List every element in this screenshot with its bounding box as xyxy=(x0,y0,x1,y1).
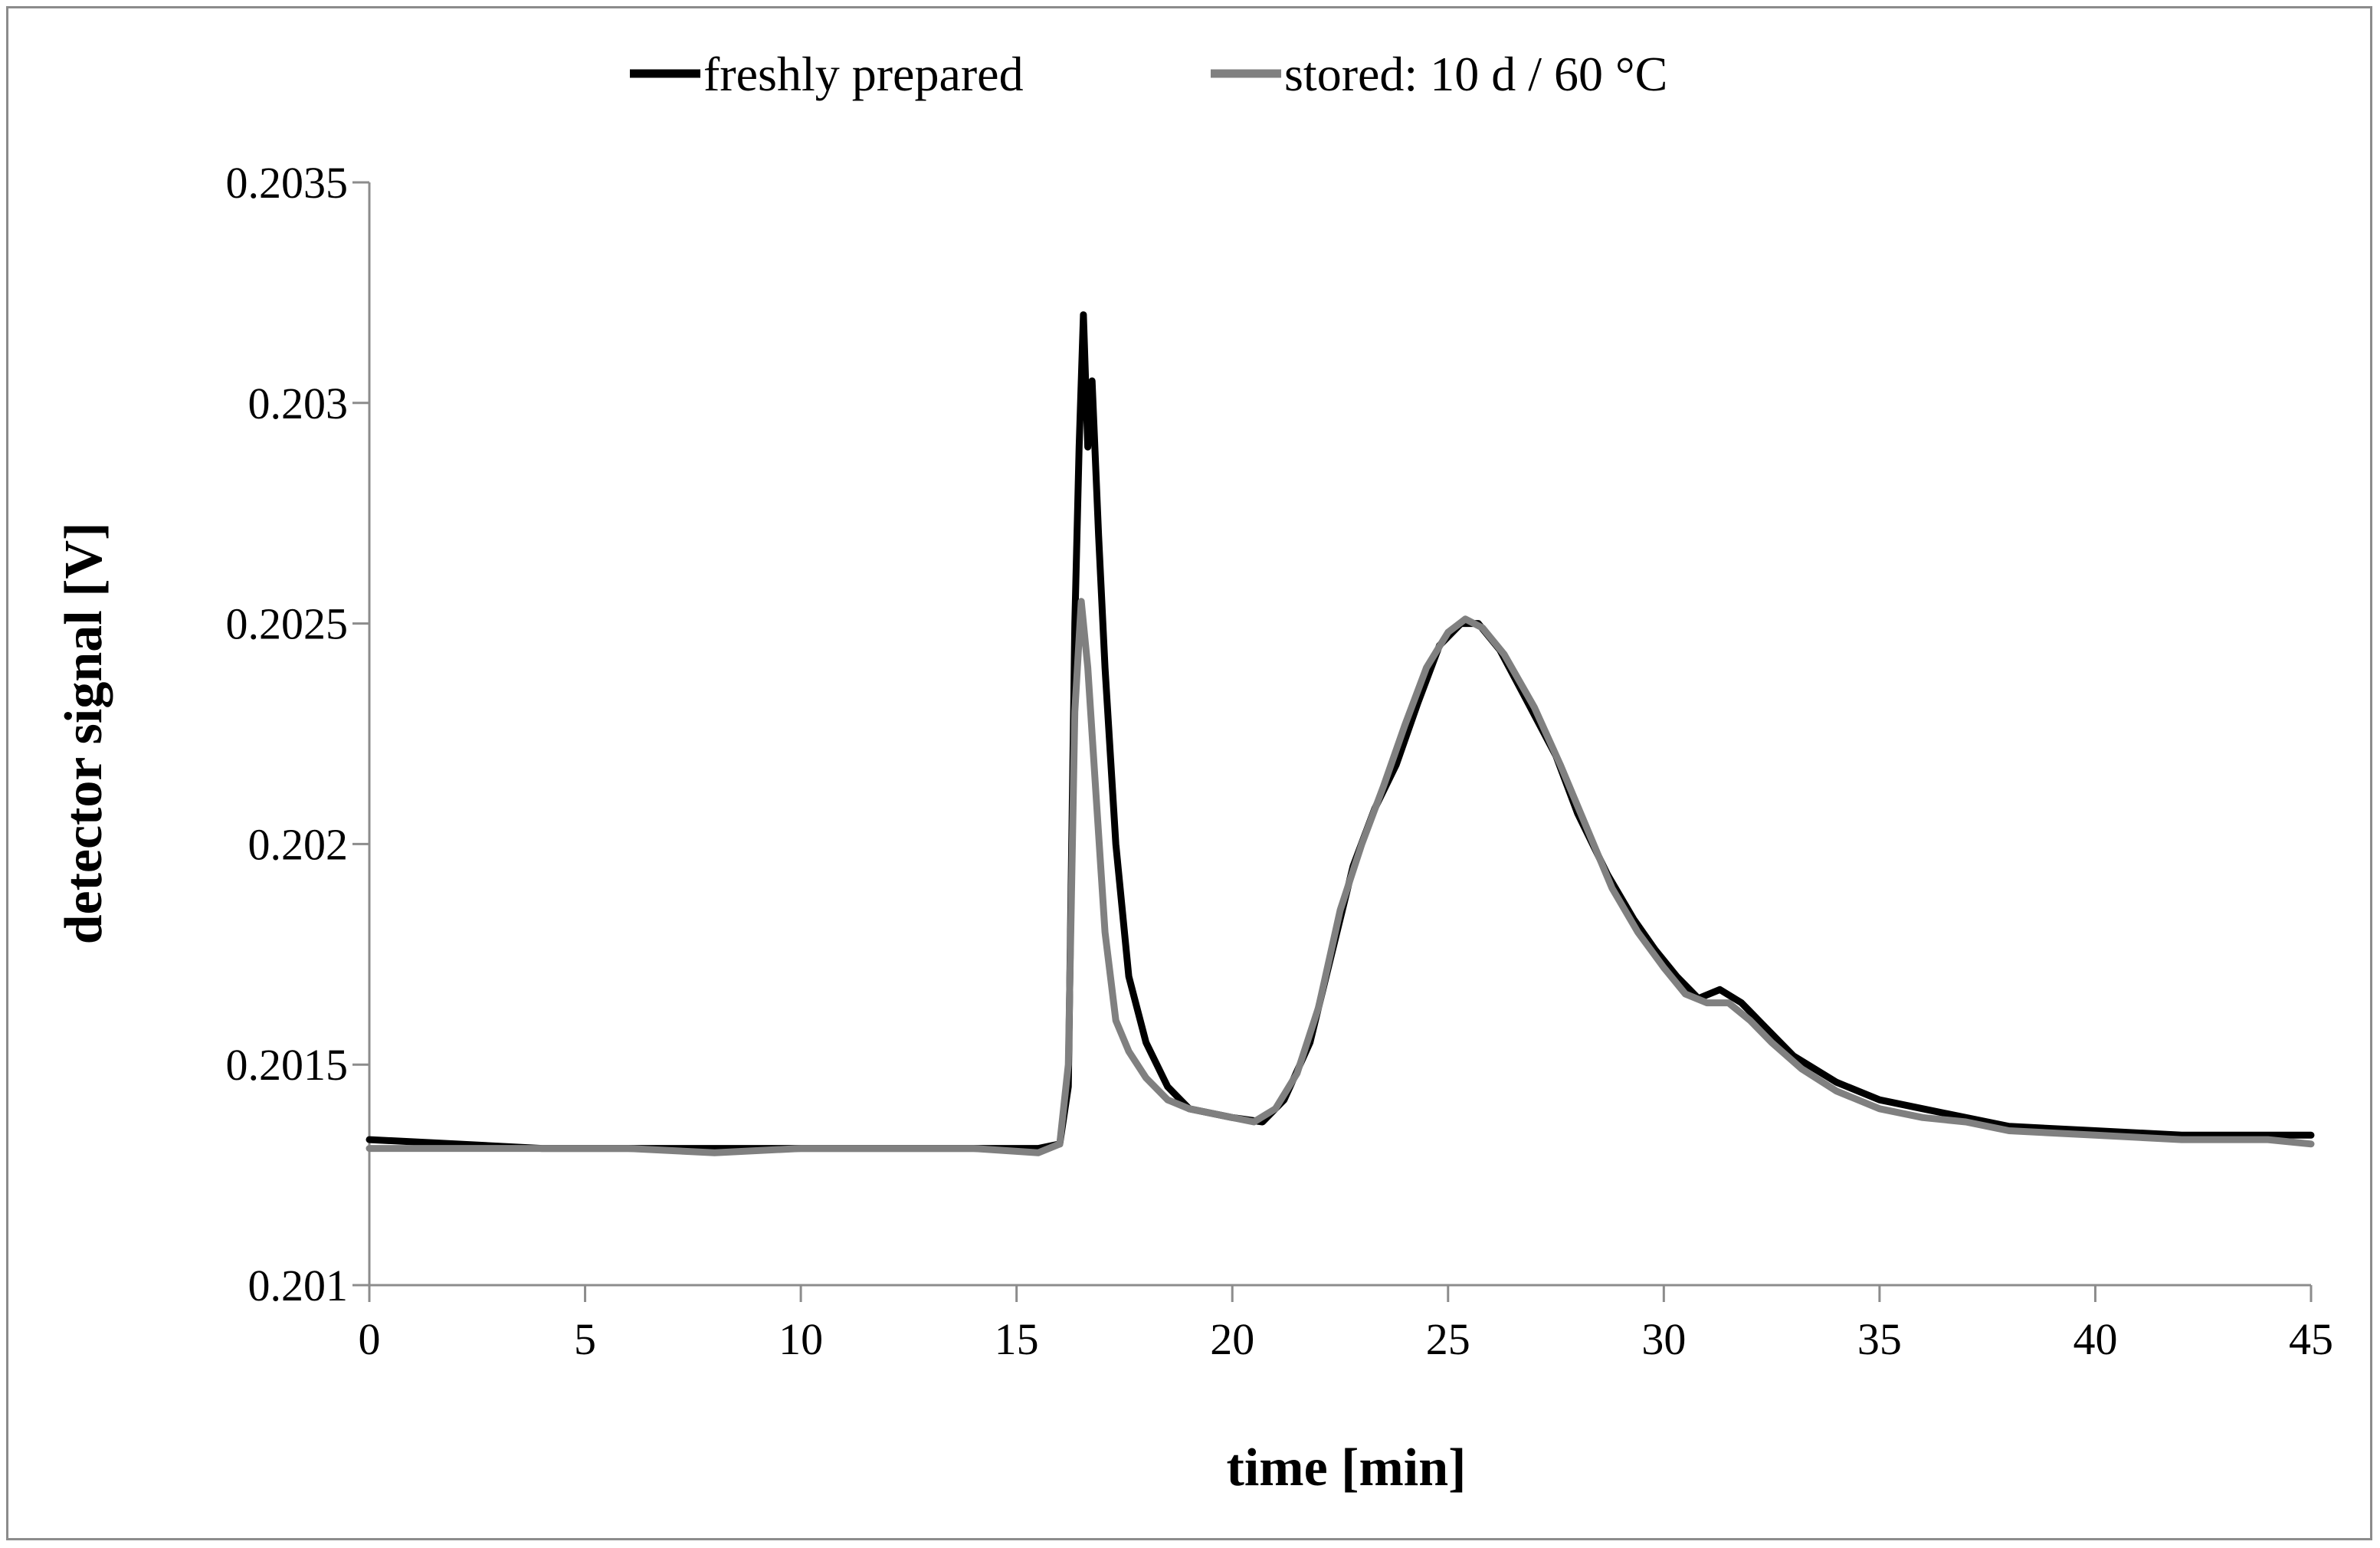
y-tick-label: 0.2015 xyxy=(226,1040,349,1090)
y-tick-label: 0.2035 xyxy=(226,158,349,208)
x-axis-title: time [min] xyxy=(1227,1438,1467,1497)
x-axis: 0 5 10 15 20 25 30 35 40 45 xyxy=(359,1284,2333,1364)
plot-lines xyxy=(366,311,2315,1156)
y-axis: 0.201 0.2015 0.202 0.2025 0.203 0.2035 xyxy=(226,158,371,1310)
legend: freshly prepared stored: 10 d / 60 °C xyxy=(630,47,1667,101)
y-tick-label: 0.202 xyxy=(248,819,349,869)
x-tick-label: 45 xyxy=(2289,1314,2333,1364)
x-tick-label: 0 xyxy=(359,1314,381,1364)
y-tick-label: 0.201 xyxy=(248,1261,349,1310)
x-tick-label: 40 xyxy=(2073,1314,2117,1364)
legend-label-0: freshly prepared xyxy=(703,47,1024,101)
legend-label-1: stored: 10 d / 60 °C xyxy=(1284,47,1667,101)
x-tick-label: 35 xyxy=(1857,1314,1902,1364)
x-tick-label: 15 xyxy=(995,1314,1039,1364)
y-tick-label: 0.2025 xyxy=(226,599,349,649)
x-tick-label: 20 xyxy=(1210,1314,1254,1364)
x-tick-label: 25 xyxy=(1426,1314,1470,1364)
x-tick-label: 30 xyxy=(1641,1314,1686,1364)
x-tick-label: 5 xyxy=(574,1314,596,1364)
y-tick-label: 0.203 xyxy=(248,379,349,428)
series-line-0 xyxy=(366,311,2315,1153)
series-line-1 xyxy=(366,598,2315,1156)
y-axis-title: detector signal [V] xyxy=(54,523,113,945)
x-tick-label: 10 xyxy=(779,1314,823,1364)
